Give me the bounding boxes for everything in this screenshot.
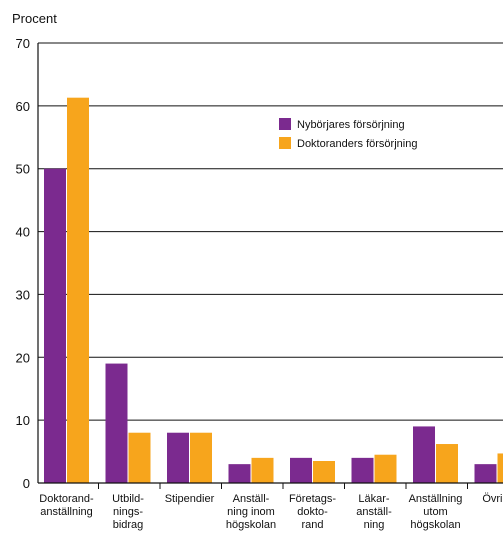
legend: Nybörjares försörjning Doktoranders försö… [279,118,417,150]
x-category-label: Anställ-ning inom högskolan [226,493,276,531]
x-category-label-line: Doktorand- [39,493,94,505]
gridlines [38,43,503,420]
x-category-label: Stipendier [165,493,215,505]
bar [129,433,151,483]
bar [498,453,503,483]
y-tick-label: 20 [16,350,30,365]
bars [44,98,503,483]
y-tick-label: 70 [16,36,30,51]
x-category-label-line: utom [423,506,447,518]
y-tick-label: 0 [23,476,30,491]
x-category-label-line: Övrigt [482,493,503,505]
x-category-label: Läkar-anställ-ning [356,493,392,531]
x-category-label-line: Läkar- [358,493,390,505]
legend-label: Doktoranders försörjning [297,138,417,150]
x-category-label: Utbild-nings-bidrag [112,493,144,531]
y-tick-label: 60 [16,99,30,114]
bar [67,98,89,483]
x-category-label: Doktorand-anställning [39,493,94,518]
bar [290,458,312,483]
legend-label: Nybörjares försörjning [297,119,405,131]
legend-swatch [279,118,291,130]
y-axis-unit-label: Procent [12,11,57,26]
x-category-label-line: Anställning [409,493,463,505]
x-category-label-line: högskolan [226,519,276,531]
legend-swatch [279,137,291,149]
x-category-label-line: rand [301,519,323,531]
x-category-label-line: nings- [113,506,143,518]
bar [352,458,374,483]
bar [436,444,458,483]
x-category-label: Företags-dokto-rand [289,493,336,531]
bar [375,455,397,483]
x-category-label-line: Stipendier [165,493,215,505]
x-category-label-line: anställning [40,506,93,518]
x-category-label: Anställning utom högskolan [409,493,463,531]
bar [313,461,335,483]
y-tick-label: 40 [16,225,30,240]
x-category-label-line: bidrag [113,519,144,531]
x-category-label-line: högskolan [410,519,460,531]
bar [413,426,435,483]
x-category-label: Övrigt [482,493,503,505]
y-tick-label: 50 [16,162,30,177]
x-category-label-line: dokto- [297,506,328,518]
bar [106,364,128,483]
bar [229,464,251,483]
x-category-label-line: ning inom [227,506,275,518]
y-tick-label: 30 [16,287,30,302]
bar [167,433,189,483]
bar [44,169,66,483]
bar [190,433,212,483]
bar [475,464,497,483]
bar [252,458,274,483]
x-category-label-line: ning [364,519,385,531]
y-tick-label: 10 [16,413,30,428]
x-category-label-line: anställ- [356,506,392,518]
x-category-label-line: Företags- [289,493,336,505]
x-category-label-line: Utbild- [112,493,144,505]
x-category-label-line: Anställ- [233,493,270,505]
